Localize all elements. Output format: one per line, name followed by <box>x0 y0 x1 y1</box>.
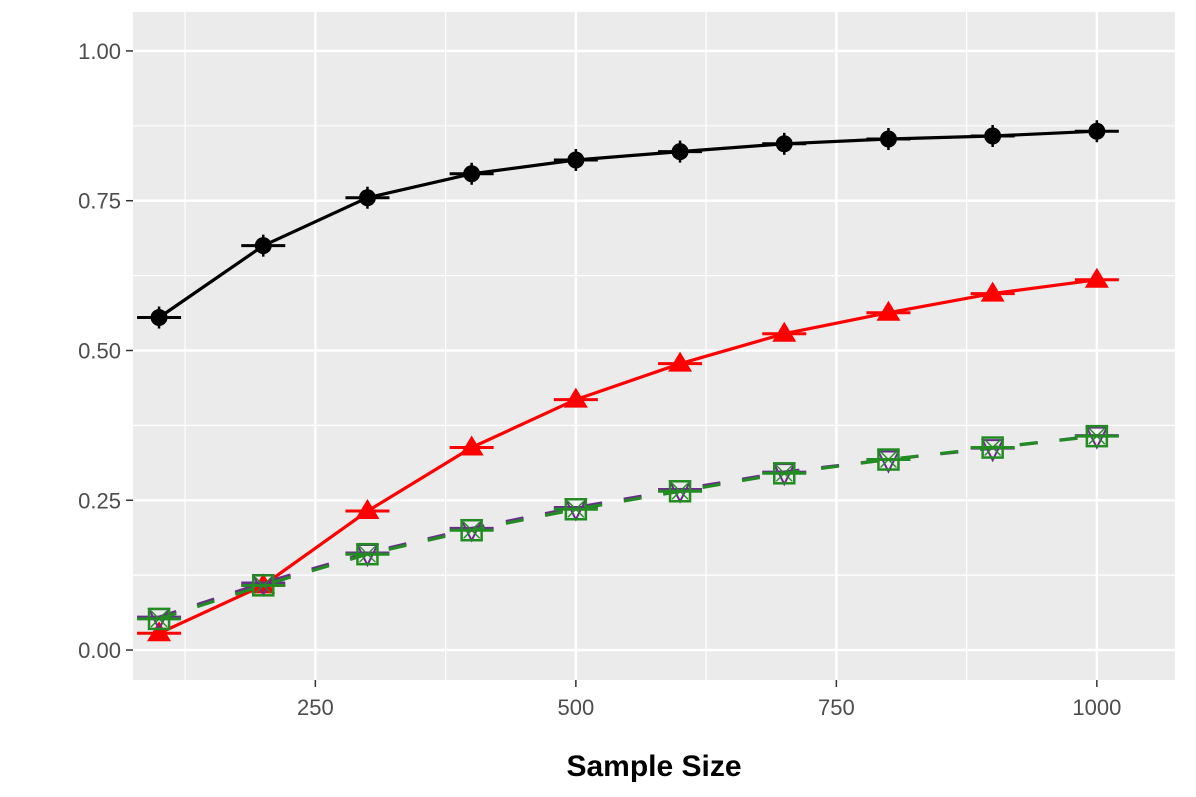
point-x-mark <box>775 464 793 482</box>
data-point <box>981 436 1004 459</box>
data-point <box>773 462 796 485</box>
y-tick-label: 0.00 <box>78 638 121 663</box>
data-point <box>772 321 797 342</box>
data-point <box>564 498 588 521</box>
point-x-mark <box>254 576 272 594</box>
data-point <box>981 439 1005 463</box>
data-point <box>876 300 901 321</box>
data-point <box>252 574 275 597</box>
x-tick-label: 250 <box>297 695 334 720</box>
point-x-mark <box>671 482 689 500</box>
data-point <box>877 448 900 471</box>
point-x-mark <box>567 500 585 518</box>
data-point <box>356 542 379 566</box>
series-1 <box>137 120 1119 329</box>
y-tick-label: 0.75 <box>78 189 121 214</box>
y-tick-label: 0.50 <box>78 338 121 363</box>
series-line <box>158 129 1097 319</box>
x-tick-label: 500 <box>557 695 594 720</box>
data-point <box>980 281 1005 302</box>
plot-panel <box>133 12 1175 680</box>
data-point <box>876 450 901 474</box>
data-point <box>147 607 171 631</box>
point-x-mark <box>463 521 481 539</box>
series-line <box>158 434 1097 621</box>
point-x-mark <box>358 545 376 563</box>
x-tick-label: 750 <box>818 695 855 720</box>
series-line <box>158 278 1098 635</box>
data-point <box>460 518 483 542</box>
point-x-mark <box>984 439 1002 457</box>
data-point <box>1084 267 1109 288</box>
y-tick-label: 1.00 <box>78 39 121 64</box>
minor-gridlines <box>133 12 1175 680</box>
data-point <box>459 435 484 456</box>
x-tick-label: 1000 <box>1072 695 1121 720</box>
x-axis-title: Sample Size <box>566 750 741 783</box>
point-x-mark <box>150 610 168 628</box>
data-point <box>668 351 693 372</box>
axis-layer: 250 500 750 1000 0.00 0.25 0.50 0.75 1.00 <box>78 39 1121 720</box>
data-point <box>563 387 588 408</box>
data-point <box>355 499 380 520</box>
y-tick-label: 0.25 <box>78 488 121 513</box>
point-x-mark <box>879 451 897 469</box>
series-layer <box>137 120 1119 642</box>
series-4 <box>137 424 1119 631</box>
data-point <box>668 480 692 503</box>
point-x-mark <box>1088 427 1106 445</box>
data-point <box>1085 424 1109 448</box>
